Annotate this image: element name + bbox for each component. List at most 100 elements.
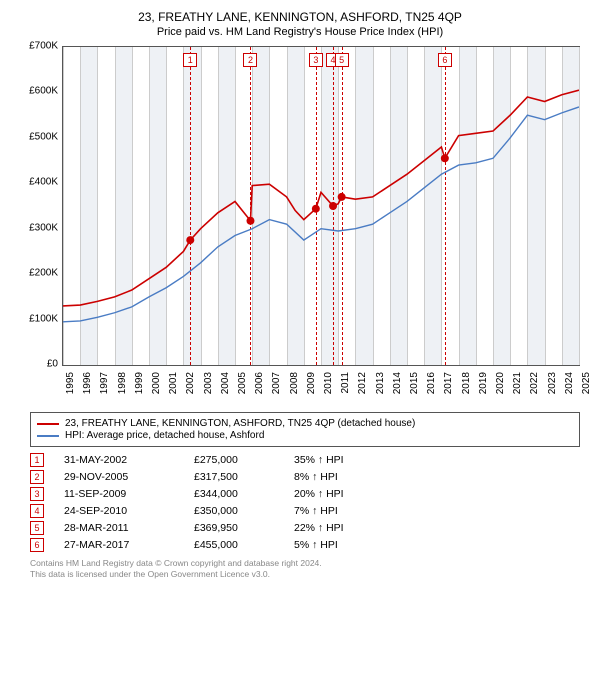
footer-line-2: This data is licensed under the Open Gov… bbox=[30, 569, 580, 580]
sale-dot bbox=[312, 205, 320, 213]
sale-marker-number: 5 bbox=[335, 53, 349, 67]
row-number: 5 bbox=[30, 521, 44, 535]
x-tick-label: 2006 bbox=[254, 372, 265, 394]
sales-row: 2 29-NOV-2005£317,5008% ↑ HPI bbox=[30, 470, 580, 484]
y-tick-label: £100K bbox=[29, 313, 58, 324]
y-tick-label: £300K bbox=[29, 222, 58, 233]
x-tick-label: 1996 bbox=[82, 372, 93, 394]
legend-swatch bbox=[37, 423, 59, 425]
series-property bbox=[63, 90, 579, 306]
row-pct: 22% ↑ HPI bbox=[294, 522, 404, 534]
x-tick-label: 2007 bbox=[271, 372, 282, 394]
row-price: £275,000 bbox=[194, 454, 294, 466]
chart-svg bbox=[63, 47, 579, 365]
row-number: 3 bbox=[30, 487, 44, 501]
x-tick-label: 2018 bbox=[461, 372, 472, 394]
x-tick-label: 1998 bbox=[117, 372, 128, 394]
series-hpi bbox=[63, 107, 579, 322]
house-price-chart-page: 23, FREATHY LANE, KENNINGTON, ASHFORD, T… bbox=[0, 0, 600, 680]
sales-row: 1 31-MAY-2002£275,00035% ↑ HPI bbox=[30, 453, 580, 467]
row-price: £369,950 bbox=[194, 522, 294, 534]
x-tick-label: 2019 bbox=[478, 372, 489, 394]
footer-line-1: Contains HM Land Registry data © Crown c… bbox=[30, 558, 580, 569]
x-axis-labels: 1995 1996 1997 1998 1999 2000 2001 2002 2003 2004… bbox=[62, 370, 580, 410]
row-date: 29-NOV-2005 bbox=[64, 471, 194, 483]
y-tick-label: £600K bbox=[29, 86, 58, 97]
sales-row: 4 24-SEP-2010£350,0007% ↑ HPI bbox=[30, 504, 580, 518]
y-tick-label: £200K bbox=[29, 268, 58, 279]
x-tick-label: 2012 bbox=[357, 372, 368, 394]
x-tick-label: 2014 bbox=[392, 372, 403, 394]
row-date: 28-MAR-2011 bbox=[64, 522, 194, 534]
row-date: 24-SEP-2010 bbox=[64, 505, 194, 517]
legend-entry: HPI: Average price, detached house, Ashf… bbox=[37, 430, 573, 441]
sales-row: 6 27-MAR-2017£455,0005% ↑ HPI bbox=[30, 538, 580, 552]
sales-table: 131-MAY-2002£275,00035% ↑ HPI229-NOV-200… bbox=[30, 453, 580, 552]
y-tick-label: £500K bbox=[29, 131, 58, 142]
x-tick-label: 2021 bbox=[512, 372, 523, 394]
x-tick-label: 2011 bbox=[340, 372, 351, 394]
x-tick-label: 2023 bbox=[547, 372, 558, 394]
row-price: £344,000 bbox=[194, 488, 294, 500]
x-tick-label: 2000 bbox=[151, 372, 162, 394]
sales-row: 3 11-SEP-2009£344,00020% ↑ HPI bbox=[30, 487, 580, 501]
row-number: 4 bbox=[30, 504, 44, 518]
row-pct: 20% ↑ HPI bbox=[294, 488, 404, 500]
footer-attribution: Contains HM Land Registry data © Crown c… bbox=[30, 558, 580, 580]
sale-dot bbox=[186, 236, 194, 244]
row-pct: 35% ↑ HPI bbox=[294, 454, 404, 466]
sale-dot bbox=[246, 217, 254, 225]
sale-dot bbox=[329, 202, 337, 210]
x-tick-label: 2020 bbox=[495, 372, 506, 394]
row-pct: 8% ↑ HPI bbox=[294, 471, 404, 483]
sale-marker-number: 2 bbox=[243, 53, 257, 67]
y-tick-label: £700K bbox=[29, 41, 58, 52]
row-pct: 5% ↑ HPI bbox=[294, 539, 404, 551]
plot-area: 123456 bbox=[62, 46, 580, 366]
y-tick-label: £400K bbox=[29, 177, 58, 188]
x-tick-label: 2017 bbox=[443, 372, 454, 394]
y-tick-label: £0 bbox=[47, 359, 58, 370]
row-date: 27-MAR-2017 bbox=[64, 539, 194, 551]
x-tick-label: 2016 bbox=[426, 372, 437, 394]
x-tick-label: 2010 bbox=[323, 372, 334, 394]
row-pct: 7% ↑ HPI bbox=[294, 505, 404, 517]
x-tick-label: 2024 bbox=[564, 372, 575, 394]
row-date: 11-SEP-2009 bbox=[64, 488, 194, 500]
x-tick-label: 2001 bbox=[168, 372, 179, 394]
sale-dot bbox=[441, 154, 449, 162]
legend-label: 23, FREATHY LANE, KENNINGTON, ASHFORD, T… bbox=[65, 418, 415, 429]
x-tick-label: 2004 bbox=[220, 372, 231, 394]
x-tick-label: 2025 bbox=[581, 372, 592, 394]
sale-marker-number: 1 bbox=[183, 53, 197, 67]
x-tick-label: 2013 bbox=[375, 372, 386, 394]
legend-entry: 23, FREATHY LANE, KENNINGTON, ASHFORD, T… bbox=[37, 418, 573, 429]
x-tick-label: 1997 bbox=[99, 372, 110, 394]
row-date: 31-MAY-2002 bbox=[64, 454, 194, 466]
x-tick-label: 2015 bbox=[409, 372, 420, 394]
row-number: 1 bbox=[30, 453, 44, 467]
legend-box: 23, FREATHY LANE, KENNINGTON, ASHFORD, T… bbox=[30, 412, 580, 447]
sale-marker-number: 6 bbox=[438, 53, 452, 67]
legend-label: HPI: Average price, detached house, Ashf… bbox=[65, 430, 264, 441]
row-number: 2 bbox=[30, 470, 44, 484]
x-tick-label: 2002 bbox=[185, 372, 196, 394]
page-title: 23, FREATHY LANE, KENNINGTON, ASHFORD, T… bbox=[10, 10, 590, 24]
row-price: £455,000 bbox=[194, 539, 294, 551]
x-tick-label: 2003 bbox=[203, 372, 214, 394]
x-tick-label: 2005 bbox=[237, 372, 248, 394]
sale-dot bbox=[338, 193, 346, 201]
row-price: £317,500 bbox=[194, 471, 294, 483]
grid-line bbox=[579, 47, 580, 365]
x-tick-label: 1999 bbox=[134, 372, 145, 394]
x-tick-label: 2022 bbox=[529, 372, 540, 394]
row-price: £350,000 bbox=[194, 505, 294, 517]
sale-marker-number: 3 bbox=[309, 53, 323, 67]
sales-row: 5 28-MAR-2011£369,95022% ↑ HPI bbox=[30, 521, 580, 535]
legend-swatch bbox=[37, 435, 59, 437]
x-tick-label: 1995 bbox=[65, 372, 76, 394]
row-number: 6 bbox=[30, 538, 44, 552]
chart-area: £0£100K£200K£300K£400K£500K£600K£700K 12… bbox=[20, 46, 580, 406]
x-tick-label: 2009 bbox=[306, 372, 317, 394]
page-subtitle: Price paid vs. HM Land Registry's House … bbox=[10, 26, 590, 38]
